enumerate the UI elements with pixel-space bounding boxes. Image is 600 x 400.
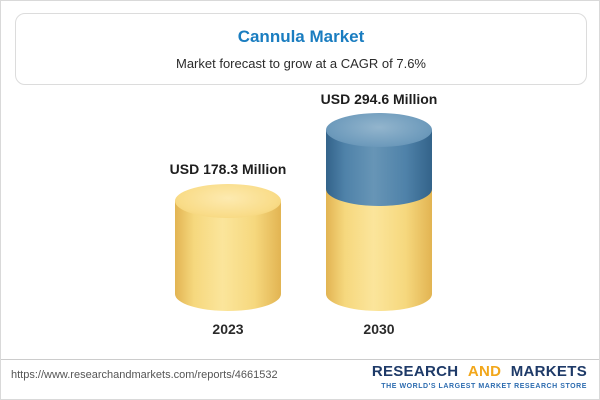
logo-word-and: AND [467,363,502,380]
chart-title: Cannula Market [237,27,365,46]
footer-divider [1,359,599,360]
value-label-2023: USD 178.3 Million [169,161,287,177]
brand-logo: RESEARCH AND MARKETS THE WORLD'S LARGEST… [372,363,587,390]
logo-tagline: THE WORLD'S LARGEST MARKET RESEARCH STOR… [381,383,587,390]
value-label-2030: USD 294.6 Million [320,91,438,107]
logo-word-markets: MARKETS [510,363,587,380]
bar-2030-cylinder [326,113,432,311]
source-url: https://www.researchandmarkets.com/repor… [11,369,278,381]
year-label-2030: 2030 [363,321,395,337]
header-card: Cannula Market Market forecast to grow a… [15,13,587,85]
bar-2023-cap [175,184,281,218]
bar-2030-yellow-segment [326,189,432,311]
bar-2023-body [175,201,281,311]
bar-2023-cylinder [175,184,281,311]
chart-subtitle: Market forecast to grow at a CAGR of 7.6… [176,56,426,71]
brand-name: RESEARCH AND MARKETS [372,363,587,380]
year-label-2023: 2023 [212,321,244,337]
logo-word-research: RESEARCH [371,363,459,380]
bar-2030-cap [326,113,432,147]
